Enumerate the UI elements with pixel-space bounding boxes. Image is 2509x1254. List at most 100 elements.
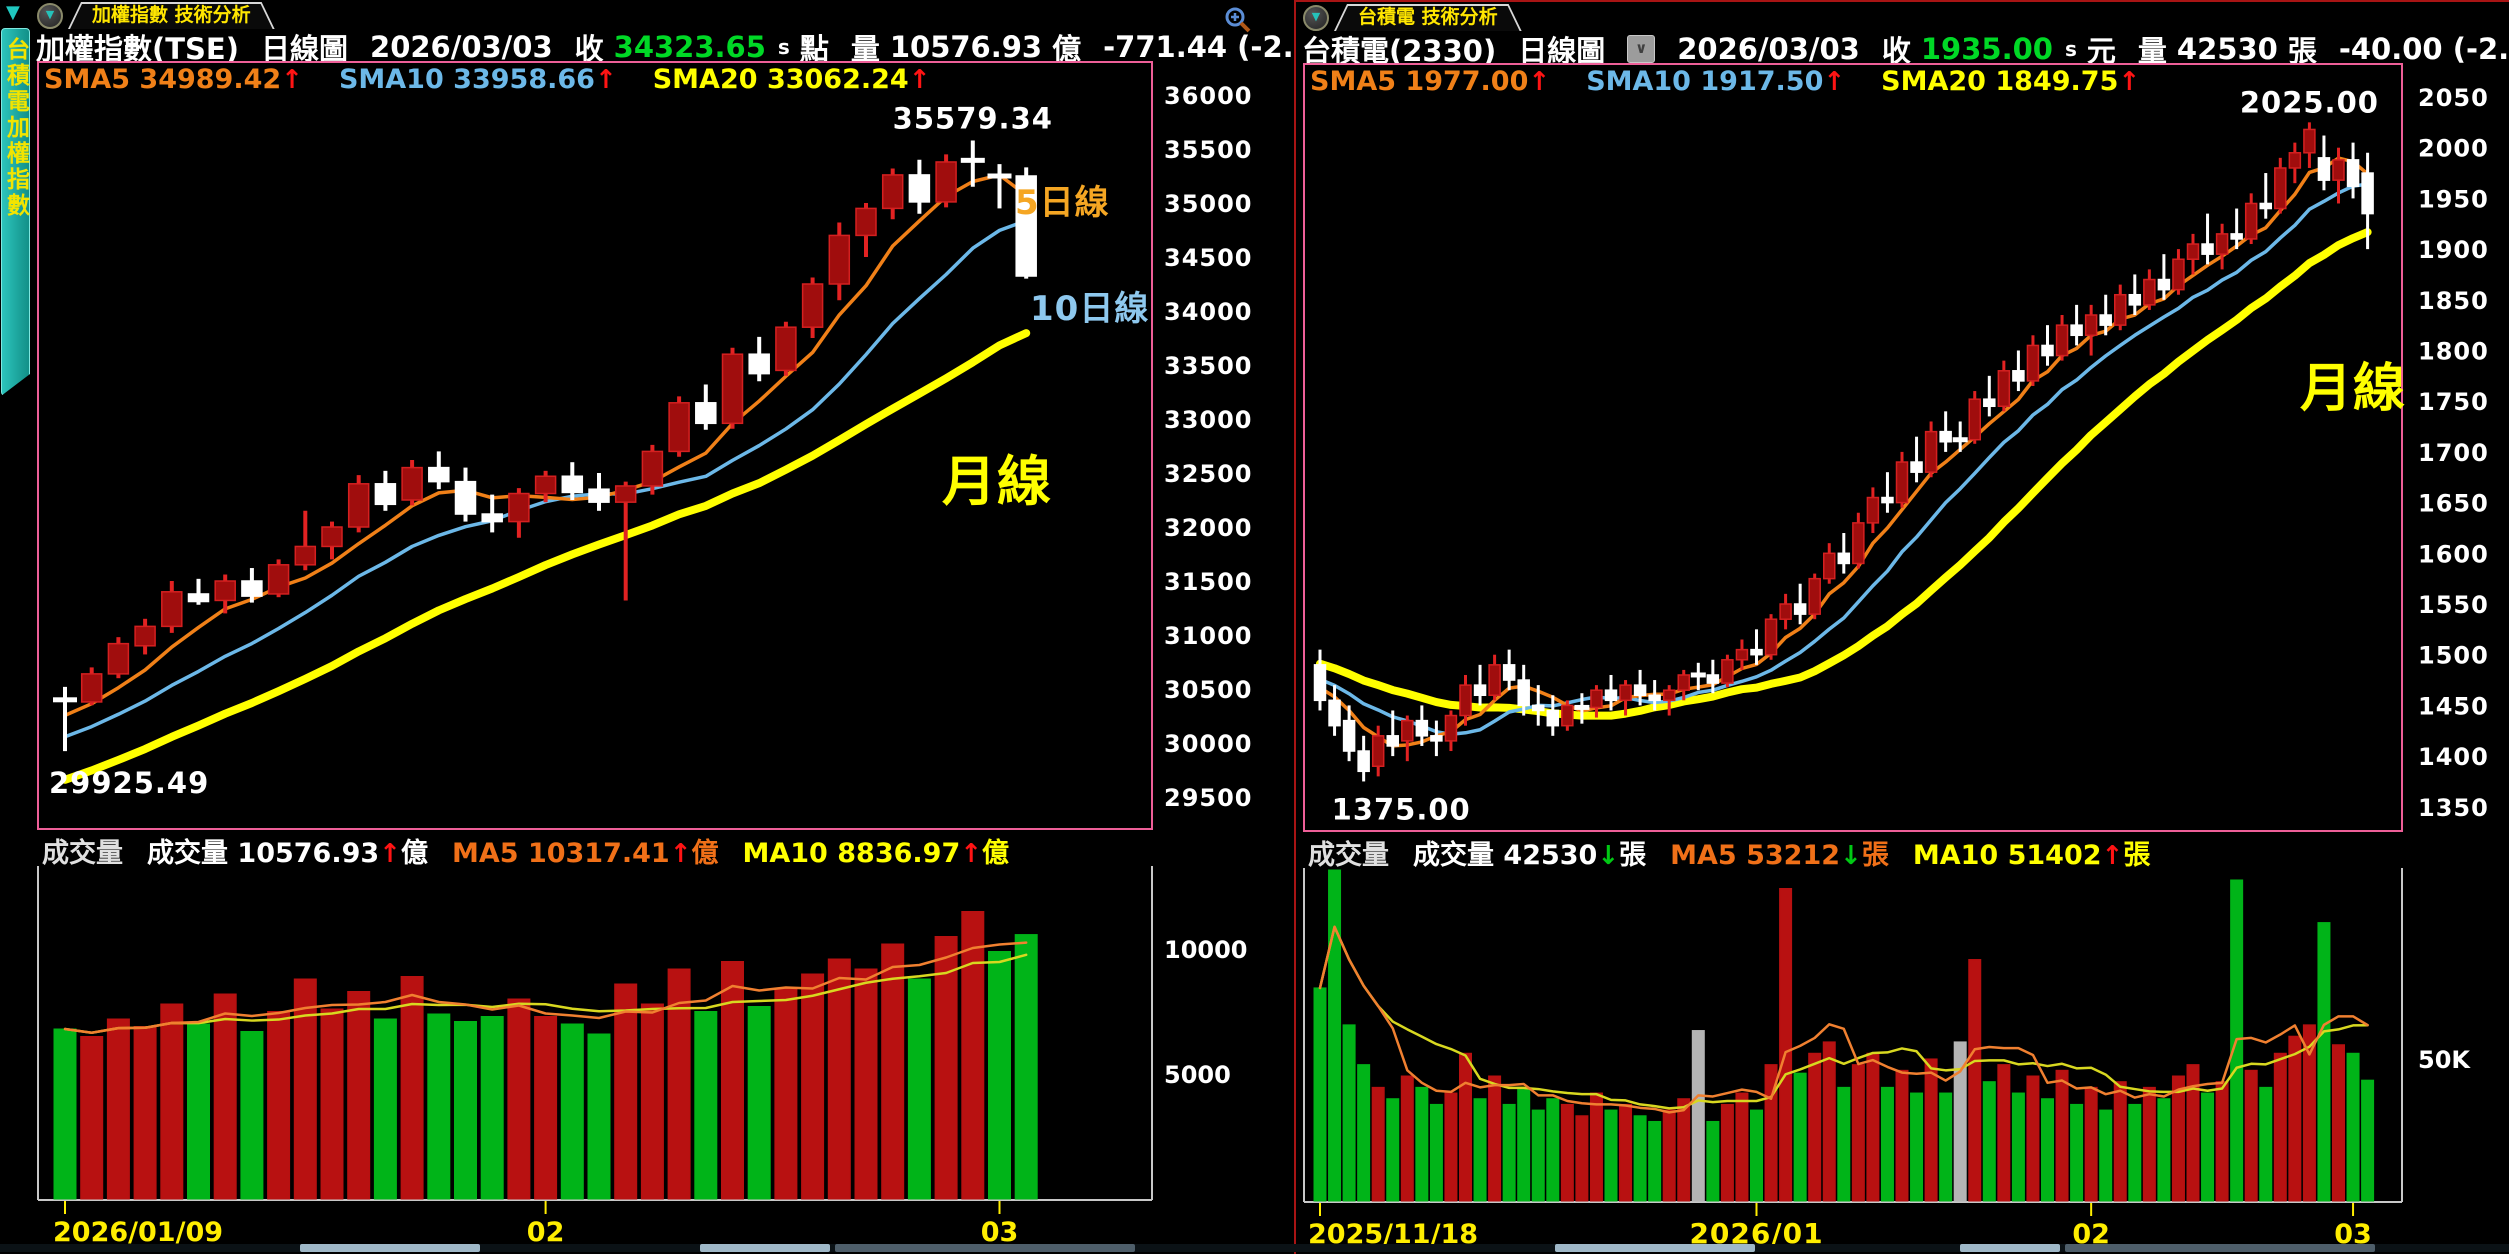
window-menu-button[interactable]: ▼ xyxy=(1303,5,1329,31)
scrollbar-segment[interactable] xyxy=(700,1244,830,1252)
volume-ma10-readout: MA10 51402↑張 xyxy=(1912,840,2151,871)
volume-unit: 張 xyxy=(2287,34,2317,68)
svg-text:月線: 月線 xyxy=(2300,359,2406,419)
tsmc-price-and-volume-chart[interactable]: 2050 2000 1950 1900 1850 1800 1750 1700 1650 1600… xyxy=(1296,2,2509,1254)
tsmc-sma-row: SMA5 1977.00↑ SMA10 1917.50↑ SMA20 1849.… xyxy=(1310,66,2140,98)
sma5-readout: SMA5 1977.00↑ xyxy=(1310,66,1551,97)
svg-text:5000: 5000 xyxy=(1164,1061,1231,1089)
svg-text:1650: 1650 xyxy=(2418,490,2489,518)
svg-text:34000: 34000 xyxy=(1164,298,1253,326)
svg-text:1400: 1400 xyxy=(2418,743,2489,771)
svg-text:36000: 36000 xyxy=(1164,82,1253,110)
svg-text:1700: 1700 xyxy=(2418,439,2489,467)
svg-text:1350: 1350 xyxy=(2418,794,2489,822)
sma20-readout: SMA20 1849.75↑ xyxy=(1881,66,2141,97)
tsmc-tab-row: ▼ 台積電 技術分析 xyxy=(1296,2,2509,32)
sma10-readout: SMA10 1917.50↑ xyxy=(1586,66,1846,97)
sma20-readout: SMA20 33062.24↑ xyxy=(652,64,931,95)
volume-unit: 億 xyxy=(1052,32,1082,66)
svg-text:33500: 33500 xyxy=(1164,352,1253,380)
sidebar-stock-group-label: 台積電加權指數 xyxy=(2,37,29,219)
svg-text:1900: 1900 xyxy=(2418,236,2489,264)
volume-readout: 成交量 10576.93↑億 xyxy=(147,838,428,869)
svg-text:10日線: 10日線 xyxy=(1030,289,1149,329)
svg-text:35000: 35000 xyxy=(1164,190,1253,218)
svg-text:34500: 34500 xyxy=(1164,244,1253,272)
svg-text:10000: 10000 xyxy=(1164,936,1248,964)
close-value: 34323.65 xyxy=(613,30,766,64)
sidebar-collapse-icon[interactable]: ▼ xyxy=(6,2,20,23)
panel-tsmc: ▼ 台積電 技術分析 台積電(2330) 日線圖 ∨ 2026/03/03 收 … xyxy=(1294,0,2509,1254)
tab-taiex-analysis[interactable]: 加權指數 技術分析 xyxy=(68,2,275,29)
svg-text:31000: 31000 xyxy=(1164,622,1253,650)
price-unit: 元 xyxy=(2086,34,2116,68)
svg-text:2050: 2050 xyxy=(2418,84,2489,112)
svg-text:35500: 35500 xyxy=(1164,136,1253,164)
svg-text:1375.00: 1375.00 xyxy=(1332,792,1471,826)
svg-text:35579.34: 35579.34 xyxy=(893,101,1053,135)
svg-text:30500: 30500 xyxy=(1164,676,1253,704)
scrollbar-segment[interactable] xyxy=(2065,1244,2375,1252)
scrollbar-segment[interactable] xyxy=(1555,1244,1755,1252)
volume-label: 量 xyxy=(850,32,880,66)
svg-text:30000: 30000 xyxy=(1164,730,1253,758)
svg-text:03: 03 xyxy=(981,1217,1019,1248)
symbol-name: 台積電(2330) xyxy=(1302,34,1497,68)
window-menu-button[interactable]: ▼ xyxy=(37,3,63,29)
taiex-volume-header: 成交量 成交量 10576.93↑億 MA5 10317.41↑億 MA10 8… xyxy=(42,831,1010,869)
tsmc-volume-header: 成交量 成交量 42530↓張 MA5 53212↓張 MA10 51402↑張 xyxy=(1308,833,2151,871)
volume-ma5-readout: MA5 10317.41↑億 xyxy=(451,838,719,869)
sidebar-stock-group-tab[interactable]: 台積電加權指數 xyxy=(1,28,30,396)
svg-text:1750: 1750 xyxy=(2418,388,2489,416)
volume-readout: 成交量 42530↓張 xyxy=(1413,840,1647,871)
period-dropdown-icon[interactable]: ∨ xyxy=(1627,35,1656,63)
svg-text:32000: 32000 xyxy=(1164,514,1253,542)
bottom-scrollbar[interactable] xyxy=(0,1244,2509,1252)
taiex-price-and-volume-chart[interactable]: 36000 35500 35000 34500 34000 33500 33000 32500… xyxy=(30,0,1294,1252)
sma5-readout: SMA5 34989.42↑ xyxy=(44,64,303,95)
svg-text:1450: 1450 xyxy=(2418,692,2489,720)
svg-text:1800: 1800 xyxy=(2418,338,2489,366)
svg-text:月線: 月線 xyxy=(942,450,1052,513)
svg-text:2025.00: 2025.00 xyxy=(2240,85,2379,119)
svg-text:32500: 32500 xyxy=(1164,460,1253,488)
zoom-icon[interactable] xyxy=(1222,4,1254,36)
scrollbar-segment[interactable] xyxy=(1960,1244,2060,1252)
close-label: 收 xyxy=(574,32,604,66)
tsmc-header: 台積電(2330) 日線圖 ∨ 2026/03/03 收 1935.00 s 元… xyxy=(1302,32,2509,68)
svg-text:29500: 29500 xyxy=(1164,784,1253,812)
panel-taiex: ▼ 加權指數 技術分析 加權指數(TSE) 日線圖 2026/03/03 收 3… xyxy=(30,0,1376,1252)
taiex-tab-row: ▼ 加權指數 技術分析 xyxy=(30,0,1294,33)
svg-text:1500: 1500 xyxy=(2418,642,2489,670)
tab-tsmc-analysis[interactable]: 台積電 技術分析 xyxy=(1334,4,1522,31)
volume-pane-title: 成交量 xyxy=(42,838,123,869)
date-value: 2026/03/03 xyxy=(1677,32,1860,66)
svg-text:02: 02 xyxy=(527,1217,565,1248)
volume-label: 量 xyxy=(2137,34,2167,68)
svg-text:2000: 2000 xyxy=(2418,135,2489,163)
svg-text:1600: 1600 xyxy=(2418,540,2489,568)
session-flag: s xyxy=(2064,37,2077,61)
volume-ma10-readout: MA10 8836.97↑億 xyxy=(742,838,1010,869)
chart-type-label[interactable]: 日線圖 xyxy=(261,32,349,66)
svg-text:2026/01/09: 2026/01/09 xyxy=(53,1217,223,1248)
svg-text:1950: 1950 xyxy=(2418,185,2489,213)
chart-type-label[interactable]: 日線圖 xyxy=(1518,34,1606,68)
price-unit: 點 xyxy=(799,32,829,66)
svg-text:31500: 31500 xyxy=(1164,568,1253,596)
volume-ma5-readout: MA5 53212↓張 xyxy=(1670,840,1889,871)
scrollbar-segment[interactable] xyxy=(835,1244,1135,1252)
volume-value: 10576.93 xyxy=(889,30,1043,64)
svg-text:1550: 1550 xyxy=(2418,591,2489,619)
sma10-readout: SMA10 33958.66↑ xyxy=(338,64,617,95)
svg-text:1850: 1850 xyxy=(2418,287,2489,315)
taiex-sma-row: SMA5 34989.42↑ SMA10 33958.66↑ SMA20 330… xyxy=(44,64,931,96)
close-label: 收 xyxy=(1881,34,1911,68)
volume-value: 42530 xyxy=(2176,32,2278,66)
svg-text:29925.49: 29925.49 xyxy=(49,766,209,800)
volume-pane-title: 成交量 xyxy=(1308,840,1389,871)
scrollbar-segment[interactable] xyxy=(300,1244,480,1252)
sidebar: ▼ 台積電加權指數 xyxy=(0,0,32,1252)
date-value: 2026/03/03 xyxy=(370,30,553,64)
svg-text:33000: 33000 xyxy=(1164,406,1253,434)
